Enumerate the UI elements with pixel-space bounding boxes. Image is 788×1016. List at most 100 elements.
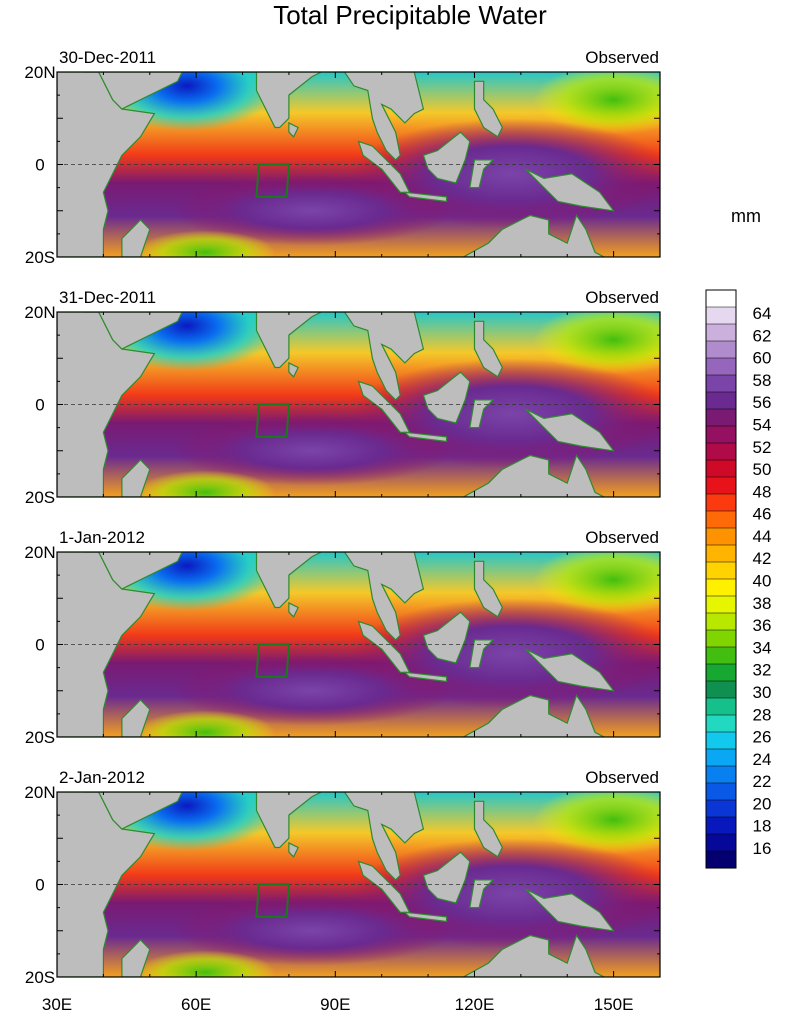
panel-observed-label: Observed <box>585 48 659 67</box>
land-borneo <box>422 131 471 184</box>
colorbar-swatch <box>705 765 737 784</box>
lat-label: 20S <box>25 248 55 267</box>
moist-region <box>172 415 453 486</box>
colorbar-swatch <box>705 374 737 393</box>
colorbar-label: 64 <box>753 304 772 323</box>
colorbar-swatch <box>705 544 737 563</box>
land-madagascar <box>121 939 151 977</box>
colorbar-swatch <box>705 714 737 733</box>
land-borneo <box>422 371 471 424</box>
analysis-region-box <box>255 643 290 678</box>
lat-label: 20S <box>25 968 55 987</box>
lon-label: 30E <box>42 995 72 1014</box>
land-java <box>403 671 448 683</box>
land-india <box>233 552 322 609</box>
colorbar-swatch <box>705 799 737 818</box>
lat-label: 20S <box>25 728 55 747</box>
colorbar-label: 62 <box>753 326 772 345</box>
colorbar-label: 40 <box>753 572 772 591</box>
analysis-region-box <box>255 883 290 918</box>
colorbar-swatch <box>705 527 737 546</box>
colorbar-swatch <box>705 561 737 580</box>
colorbar-swatch <box>705 629 737 648</box>
panel-date: 1-Jan-2012 <box>59 528 145 547</box>
tpw-field <box>57 769 660 977</box>
panel-date: 31-Dec-2011 <box>59 288 156 307</box>
unit-label: mm <box>731 206 761 226</box>
dry-air-region <box>533 312 660 375</box>
dry-air-region <box>135 950 276 977</box>
tpw-field <box>57 552 660 737</box>
colorbar-swatch <box>705 663 737 682</box>
land-madagascar <box>121 459 151 497</box>
colorbar-label: 30 <box>753 683 772 702</box>
colorbar-swatch <box>705 816 737 835</box>
dry-air-region <box>533 552 660 615</box>
lat-label: 0 <box>35 636 44 655</box>
panel-1: 20N 0 20S 30-Dec-2011 Observed <box>24 48 661 267</box>
land-india <box>233 312 322 369</box>
land-srilanka <box>288 841 300 858</box>
lat-label: 0 <box>35 156 44 175</box>
moist-region <box>172 895 453 966</box>
colorbar-label: 52 <box>753 438 772 457</box>
colorbar-swatch <box>705 782 737 801</box>
land-arabia <box>84 552 183 590</box>
colorbar-swatch <box>705 646 737 665</box>
panel-2: 20N 0 20S 31-Dec-2011 Observed <box>24 288 661 507</box>
land-india <box>233 72 322 129</box>
panel-observed-label: Observed <box>585 768 659 787</box>
lat-label: 20N <box>24 783 55 802</box>
colorbar-swatch <box>705 578 737 597</box>
panel-observed-label: Observed <box>585 288 659 307</box>
land-seasia <box>326 552 425 641</box>
land-newguinea <box>525 408 615 452</box>
land-australia <box>441 934 605 977</box>
land-madagascar <box>121 699 151 737</box>
colorbar-swatch <box>705 697 737 716</box>
colorbar-swatch <box>705 680 737 699</box>
colorbar-swatch <box>705 510 737 529</box>
colorbar: 64 62 60 58 56 54 52 50 48 46 44 42 40 38 36 34 32 30 28 26… <box>705 289 772 869</box>
land-java <box>403 911 448 923</box>
colorbar-swatch <box>705 850 737 869</box>
land-taiwan <box>475 769 484 788</box>
colorbar-label: 54 <box>753 415 772 434</box>
lat-label: 0 <box>35 396 44 415</box>
lon-label: 60E <box>181 995 211 1014</box>
land-java <box>403 191 448 203</box>
colorbar-swatch <box>705 289 737 308</box>
colorbar-swatch <box>705 357 737 376</box>
colorbar-swatch <box>705 833 737 852</box>
analysis-region-box <box>255 403 290 438</box>
land-seasia <box>326 312 425 401</box>
colorbar-label: 58 <box>753 371 772 390</box>
colorbar-label: 56 <box>753 393 772 412</box>
colorbar-label: 20 <box>753 794 772 813</box>
panels-group: 20N 0 20S 30-Dec-2011 Observed 20N 0 20S 31-Dec-… <box>24 48 661 1014</box>
land-arabia <box>84 312 183 350</box>
lat-label: 20N <box>24 543 55 562</box>
dry-air-region <box>533 792 660 855</box>
land-srilanka <box>288 121 300 138</box>
colorbar-swatch <box>705 442 737 461</box>
panel-4: 20N 0 20S 2-Jan-2012 Observed <box>24 768 661 987</box>
land-borneo <box>422 851 471 904</box>
panel-observed-label: Observed <box>585 528 659 547</box>
land-philippines <box>473 320 503 378</box>
land-australia <box>441 454 605 497</box>
colorbar-swatch <box>705 748 737 767</box>
moist-region <box>172 655 453 726</box>
lat-label: 20S <box>25 488 55 507</box>
lon-label: 120E <box>455 995 495 1014</box>
land-borneo <box>422 611 471 664</box>
colorbar-label: 32 <box>753 661 772 680</box>
land-seasia <box>326 72 425 161</box>
colorbar-swatch <box>705 323 737 342</box>
colorbar-swatch <box>705 408 737 427</box>
land-arabia <box>84 792 183 830</box>
colorbar-swatch <box>705 595 737 614</box>
colorbar-label: 16 <box>753 839 772 858</box>
land-australia <box>441 694 605 737</box>
